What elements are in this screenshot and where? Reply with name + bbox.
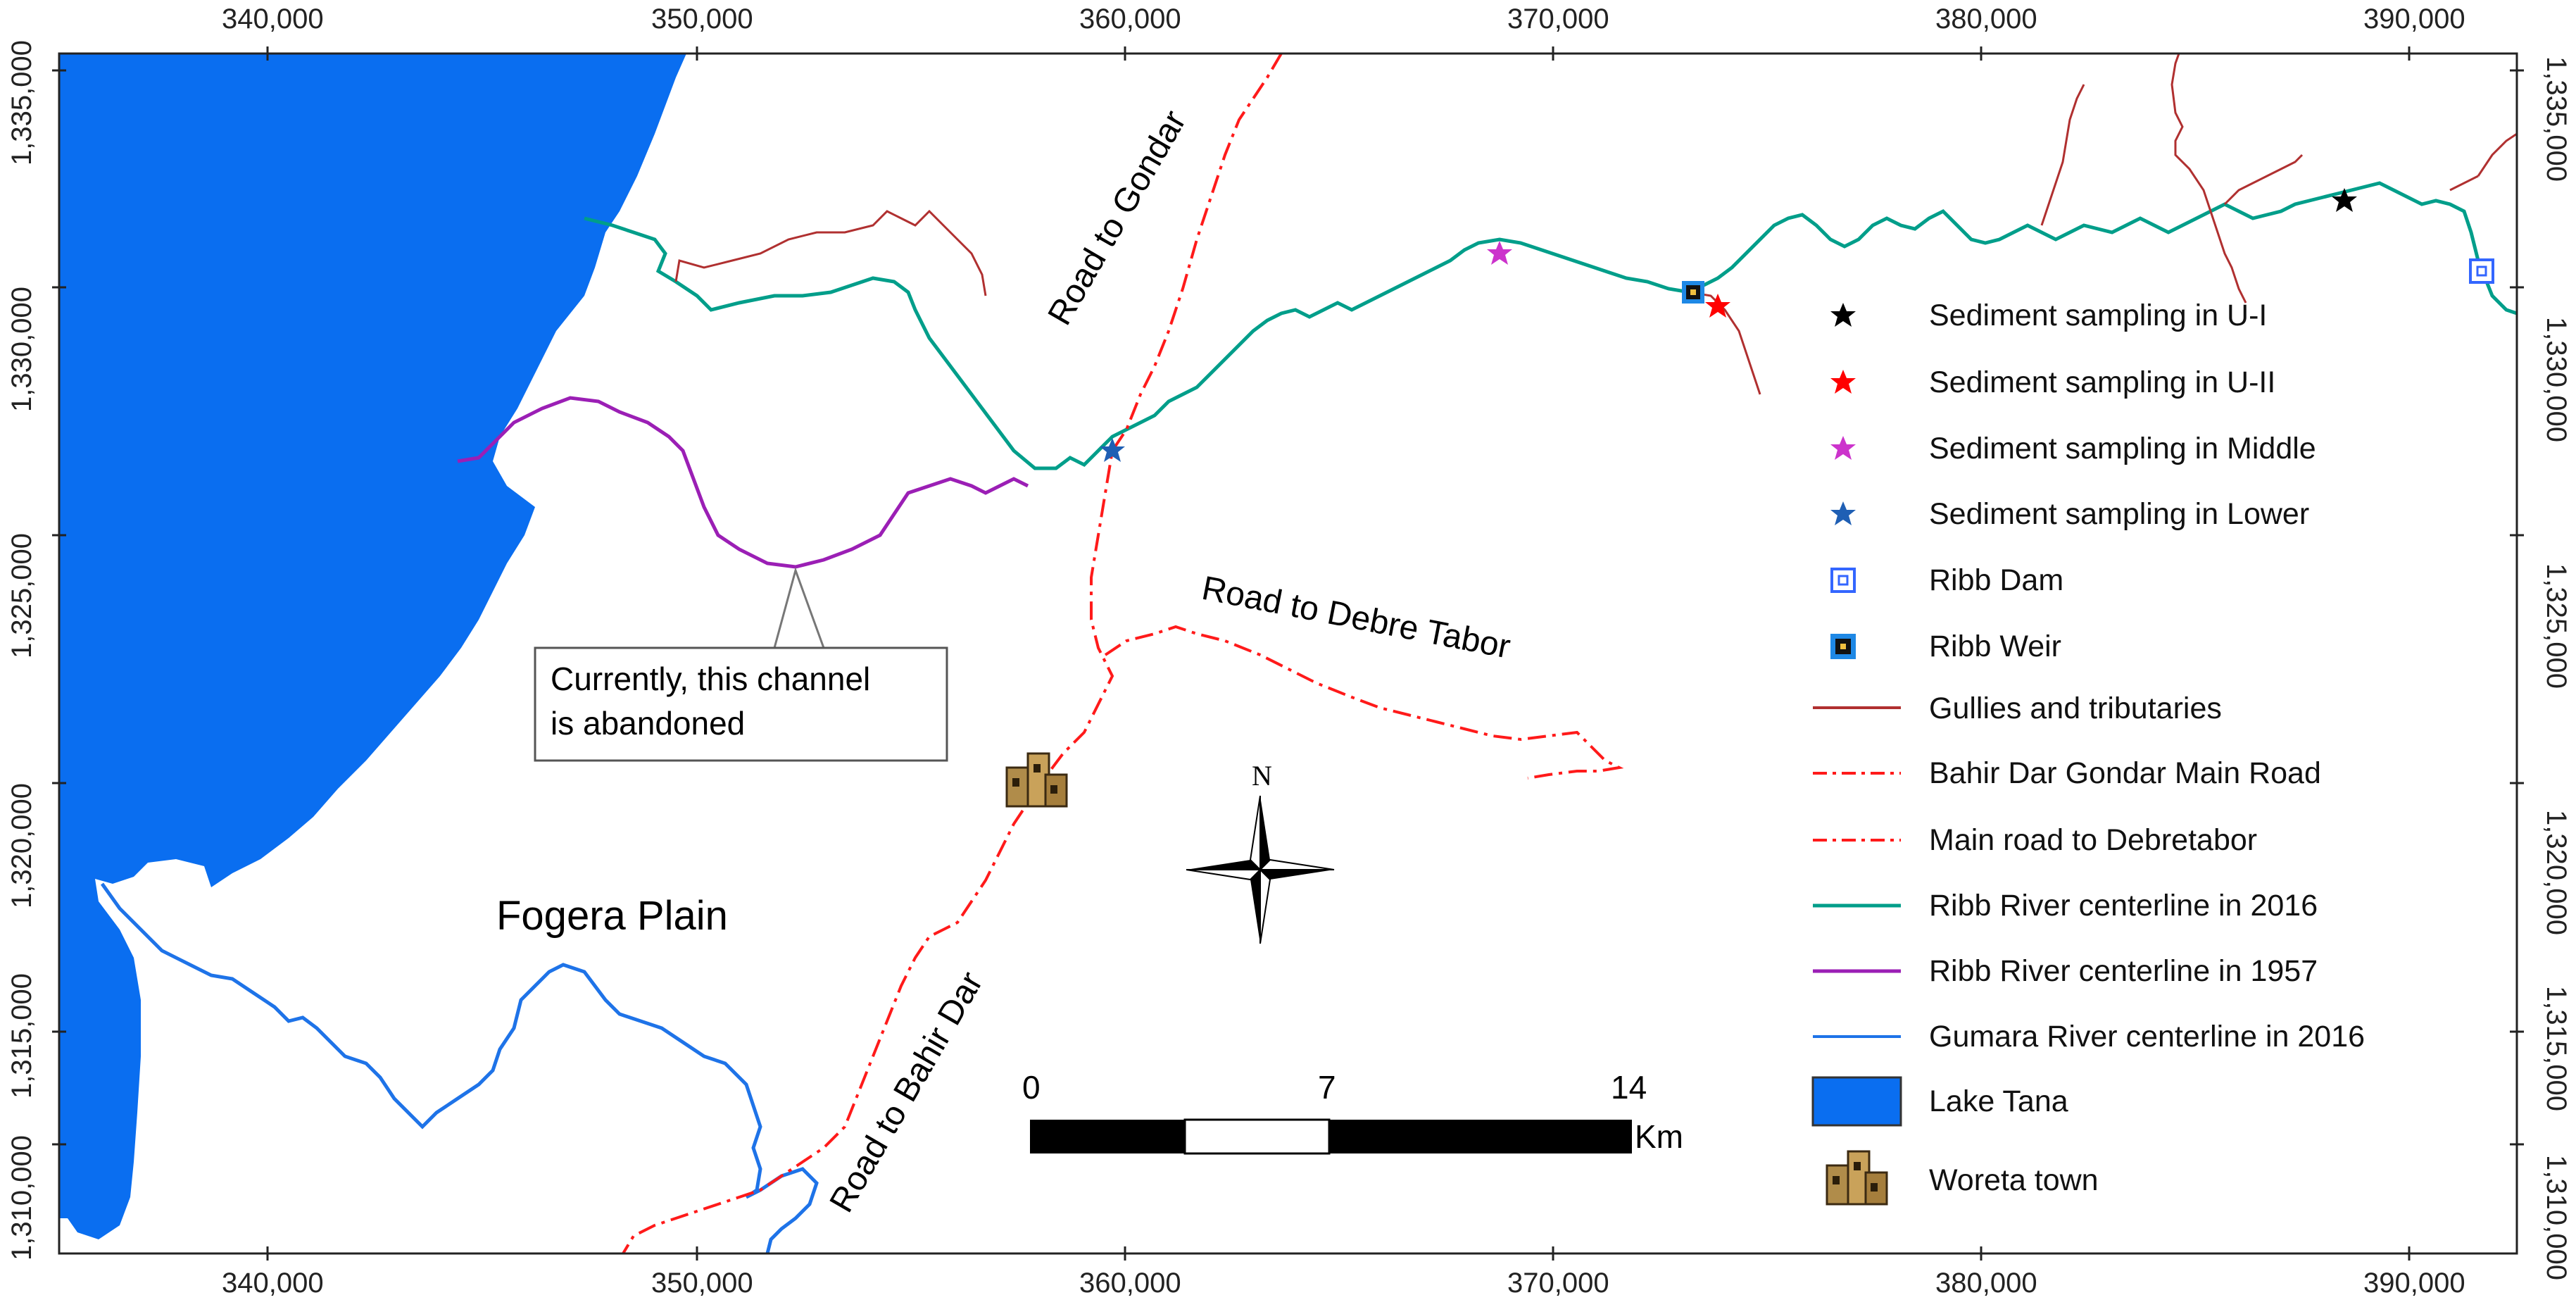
scale-seg-2 — [1183, 1118, 1331, 1155]
woreta-town-icon — [1005, 752, 1068, 808]
sample-star-u2 — [1705, 294, 1730, 318]
legend-label-gumara: Gumara River centerline in 2016 — [1929, 1020, 2365, 1053]
y-tick-right-6: 1,310,000 — [2541, 1155, 2572, 1280]
fogera-plain-label: Fogera Plain — [496, 893, 728, 939]
callout-line2: is abandoned — [551, 705, 745, 742]
scale-seg-1 — [1030, 1120, 1185, 1153]
legend-symbol-lower — [1830, 501, 1856, 525]
x-tick-bottom-5: 380,000 — [1935, 1268, 2037, 1299]
scale-seg-3 — [1329, 1120, 1632, 1153]
callout-box — [534, 646, 948, 762]
legend-label-gullies: Gullies and tributaries — [1929, 692, 2222, 725]
legend-symbol-ribb-weir — [1830, 634, 1856, 659]
y-tick-right-2: 1,330,000 — [2541, 317, 2572, 442]
legend-label-ribb-weir: Ribb Weir — [1929, 630, 2061, 663]
callout-line1: Currently, this channel — [551, 661, 870, 697]
sample-star-u1 — [2332, 188, 2357, 212]
bahir-dar-gondar-road — [622, 52, 1283, 1255]
ribb-river-1957 — [457, 396, 1029, 569]
scale-tick-0: 0 — [1022, 1069, 1041, 1106]
x-tick-bottom-2: 350,000 — [651, 1268, 753, 1299]
y-axis-left — [52, 69, 66, 1146]
legend-symbol-woreta-town — [1826, 1150, 1888, 1206]
x-tick-bottom-1: 340,000 — [222, 1268, 324, 1299]
legend-label-ribb-2016: Ribb River centerline in 2016 — [1929, 889, 2318, 923]
scale-tick-14: 14 — [1611, 1069, 1647, 1106]
y-tick-right-5: 1,315,000 — [2541, 986, 2572, 1111]
roads — [622, 52, 1624, 1255]
legend-label-ribb-dam: Ribb Dam — [1929, 563, 2063, 597]
scale-bar: 0 7 14 Km — [1022, 1069, 1683, 1155]
scale-tick-7: 7 — [1318, 1069, 1336, 1106]
legend-label-u2: Sediment sampling in U-II — [1929, 365, 2275, 399]
x-tick-top-6: 390,000 — [2363, 4, 2465, 35]
x-tick-bottom-3: 360,000 — [1079, 1268, 1181, 1299]
legend-symbol-ribb-dam — [1830, 568, 1856, 593]
sample-star-middle — [1487, 241, 1512, 265]
lake-tana — [59, 54, 686, 1239]
x-tick-bottom-6: 390,000 — [2363, 1268, 2465, 1299]
legend: Sediment sampling in U-I Sediment sampli… — [1811, 299, 2365, 1206]
y-tick-right-4: 1,320,000 — [2541, 810, 2572, 935]
x-tick-top-3: 360,000 — [1079, 4, 1181, 35]
main-road-debretabor — [1104, 625, 1624, 780]
legend-label-lower: Sediment sampling in Lower — [1929, 497, 2309, 531]
legend-label-woreta-town: Woreta town — [1929, 1163, 2099, 1197]
ribb-weir-marker — [1682, 281, 1704, 304]
x-tick-top-5: 380,000 — [1935, 4, 2037, 35]
map-frame-border — [58, 52, 2518, 1255]
y-tick-left-2: 1,330,000 — [6, 287, 37, 412]
y-tick-left-5: 1,315,000 — [6, 973, 37, 1099]
ribb-river-2016 — [584, 181, 2518, 470]
legend-symbol-u2 — [1830, 370, 1856, 394]
x-tick-top-4: 370,000 — [1507, 4, 1609, 35]
x-axis-top — [266, 46, 2411, 61]
x-tick-top-1: 340,000 — [222, 4, 324, 35]
abandoned-channel-callout: Currently, this channel is abandoned — [534, 567, 948, 762]
sample-star-lower — [1100, 438, 1125, 462]
x-axis-bottom — [266, 1246, 2411, 1261]
north-arrow: N — [1186, 760, 1335, 944]
y-tick-left-6: 1,310,000 — [6, 1135, 37, 1261]
legend-label-middle: Sediment sampling in Middle — [1929, 432, 2316, 465]
ribb-dam-marker — [2469, 258, 2494, 284]
north-arrow-label: N — [1252, 760, 1272, 792]
x-tick-bottom-4: 370,000 — [1507, 1268, 1609, 1299]
gumara-river-2016 — [100, 882, 819, 1254]
legend-label-debretabor-road: Main road to Debretabor — [1929, 823, 2257, 857]
y-tick-right-3: 1,325,000 — [2541, 563, 2572, 689]
x-tick-top-2: 350,000 — [651, 4, 753, 35]
legend-label-gondar-road: Bahir Dar Gondar Main Road — [1929, 756, 2321, 790]
legend-label-ribb-1957: Ribb River centerline in 1957 — [1929, 954, 2318, 988]
legend-label-lake-tana: Lake Tana — [1929, 1084, 2068, 1118]
gullies-tributaries — [674, 53, 2518, 395]
y-tick-left-1: 1,335,000 — [6, 40, 37, 165]
legend-symbol-middle — [1830, 436, 1856, 460]
y-axis-right — [2510, 69, 2524, 1146]
legend-symbol-lake-tana — [1811, 1076, 1902, 1127]
y-tick-left-3: 1,325,000 — [6, 533, 37, 658]
y-tick-right-1: 1,335,000 — [2541, 56, 2572, 182]
legend-symbol-u1 — [1830, 303, 1856, 327]
scale-unit: Km — [1635, 1118, 1683, 1155]
legend-label-u1: Sediment sampling in U-I — [1929, 299, 2267, 332]
y-tick-left-4: 1,320,000 — [6, 783, 37, 908]
